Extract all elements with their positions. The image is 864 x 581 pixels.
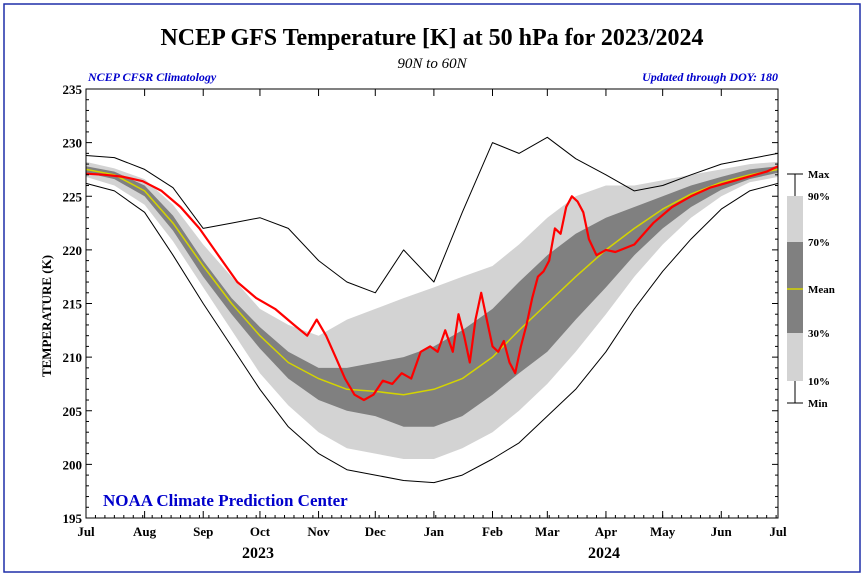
legend-label: Max <box>808 169 830 181</box>
figure-frame <box>3 3 861 573</box>
max-line <box>85 136 779 294</box>
band-30-70 <box>86 166 778 427</box>
legend-label: 70% <box>808 237 830 249</box>
x-tick-label: Feb <box>482 524 503 539</box>
min-line <box>85 182 779 484</box>
credit-label: NOAA Climate Prediction Center <box>103 491 348 510</box>
x-tick-label: Dec <box>365 524 386 539</box>
x-tick-label: Jul <box>769 524 787 539</box>
legend-label: Min <box>808 398 828 410</box>
climatology-note: NCEP CFSR Climatology <box>87 70 217 84</box>
x-tick-label: Aug <box>133 524 157 539</box>
x-tick-label: Jun <box>711 524 733 539</box>
y-tick-label: 220 <box>63 243 83 258</box>
legend: Max 90% 70% Mean 30% 10% Min <box>787 169 835 410</box>
legend-label: 10% <box>808 376 830 388</box>
y-tick-label: 205 <box>63 404 83 419</box>
axes: 195 200 205 210 215 220 225 230 235 Jul Aug Sep Oct N… <box>63 82 788 562</box>
y-tick-label: 200 <box>63 457 83 472</box>
y-tick-label: 210 <box>63 350 83 365</box>
legend-label: 90% <box>808 191 830 203</box>
x-tick-label: Apr <box>595 524 618 539</box>
legend-label: Mean <box>808 284 835 296</box>
chart-subtitle: 90N to 60N <box>397 56 467 72</box>
legend-band-30-70 <box>787 242 803 333</box>
x-tick-label: Jan <box>424 524 445 539</box>
y-tick-label: 230 <box>63 136 83 151</box>
y-axis-label: TEMPERATURE (K) <box>39 255 54 377</box>
x-tick-label: Jul <box>77 524 95 539</box>
x-tick-label: Sep <box>193 524 213 539</box>
y-tick-label: 235 <box>63 82 83 97</box>
x-tick-label: Nov <box>307 524 330 539</box>
mean-line <box>85 168 779 396</box>
x-tick-label: May <box>650 524 676 539</box>
plot-area <box>85 136 779 484</box>
chart-title: NCEP GFS Temperature [K] at 50 hPa for 2… <box>160 25 703 51</box>
y-tick-label: 215 <box>63 297 83 312</box>
year-label: 2023 <box>242 545 274 562</box>
x-tick-label: Oct <box>250 524 271 539</box>
legend-label: 30% <box>808 328 830 340</box>
y-tick-label: 225 <box>63 189 83 204</box>
updated-note: Updated through DOY: 180 <box>642 70 778 84</box>
year-label: 2024 <box>588 545 620 562</box>
current-2023-2024-line <box>85 165 779 402</box>
y-tick-label: 195 <box>63 511 83 526</box>
x-tick-label: Mar <box>535 524 560 539</box>
